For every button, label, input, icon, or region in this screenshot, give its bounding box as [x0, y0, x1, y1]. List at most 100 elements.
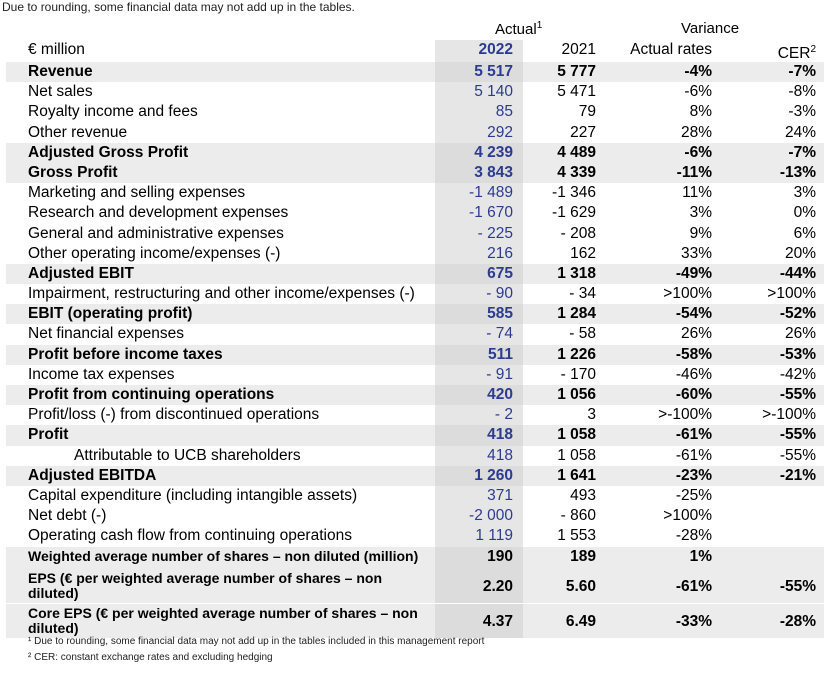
- row-variance: 1%: [689, 547, 712, 565]
- row-value-2021: -1 346: [552, 184, 596, 202]
- row-cer: -44%: [779, 264, 816, 282]
- row-variance: -46%: [675, 365, 712, 383]
- row-value-2021: 5 777: [557, 63, 596, 80]
- row-label: Core EPS (€ per weighted average number …: [28, 604, 418, 636]
- row-value-2022: 1 119: [475, 527, 513, 545]
- row-cer: 24%: [784, 123, 816, 141]
- row-variance: -6%: [684, 143, 712, 161]
- table-row-shares: Weighted average number of shares – non …: [6, 546, 824, 569]
- row-value-2022: - 91: [486, 365, 513, 383]
- table-row: Attributable to UCB shareholders 418 1 058…: [6, 445, 824, 466]
- table-body: Revenue 5 517 5 777 -4% -7% Net sales 5 140 5 4…: [6, 62, 824, 547]
- row-cer: -13%: [779, 163, 816, 181]
- row-variance: -61%: [675, 446, 712, 464]
- table-row-core-eps: Core EPS (€ per weighted average number …: [6, 603, 824, 638]
- row-value-2022: 585: [487, 305, 513, 323]
- header-column-row: € million 2022 2021 Actual rates CER2: [6, 40, 824, 62]
- row-label: Adjusted EBITDA: [28, 466, 157, 484]
- table-row: Adjusted Gross Profit 4 239 4 489 -6% -7%: [6, 142, 824, 163]
- row-cer: 20%: [784, 244, 816, 262]
- row-cer: -28%: [779, 612, 816, 630]
- row-value-2021: 1 318: [557, 264, 596, 282]
- row-label: Net financial expenses: [28, 325, 184, 343]
- row-cer: >-100%: [762, 406, 816, 424]
- row-value-2021: 162: [570, 244, 596, 262]
- table-row: Gross Profit 3 843 4 339 -11% -13%: [6, 162, 824, 184]
- row-value-2022: 418: [487, 446, 513, 464]
- row-value-2022: 1 260: [474, 466, 513, 484]
- row-value-2022: 371: [487, 486, 513, 504]
- financial-table: Actual1 Variance € million 2022 2021 Act…: [6, 18, 824, 638]
- row-label: Research and development expenses: [28, 204, 289, 222]
- table-row: Profit 418 1 058 -61% -55%: [6, 425, 824, 446]
- table-row: Marketing and selling expenses -1 489 -1 3…: [6, 183, 824, 204]
- row-label: EPS (€ per weighted average number of sh…: [28, 569, 382, 601]
- row-label: Capital expenditure (including intangibl…: [28, 486, 358, 504]
- row-variance: -23%: [675, 466, 712, 484]
- row-variance: >100%: [663, 507, 712, 525]
- unit-header: € million: [28, 41, 85, 58]
- row-variance: 9%: [689, 224, 712, 242]
- row-label: Net debt (-): [28, 507, 107, 525]
- row-label: Gross Profit: [28, 163, 118, 181]
- row-value-2021: 493: [570, 486, 596, 504]
- row-variance: >-100%: [658, 406, 712, 424]
- row-cer: -52%: [779, 305, 816, 323]
- row-variance: -28%: [675, 527, 712, 545]
- row-value-2021: 5.60: [565, 577, 596, 595]
- footnote-1: ¹ Due to rounding, some financial data m…: [28, 636, 485, 647]
- row-value-2021: -1 629: [552, 204, 596, 222]
- col-2022-header: 2022: [478, 41, 513, 58]
- row-cer: -7%: [788, 63, 816, 80]
- row-cer: 6%: [793, 224, 816, 242]
- table-row-eps: EPS (€ per weighted average number of sh…: [6, 568, 824, 603]
- row-variance: -25%: [675, 486, 712, 504]
- table-row: Revenue 5 517 5 777 -4% -7%: [6, 62, 824, 83]
- table-row: Operating cash flow from continuing oper…: [6, 526, 824, 547]
- row-variance: 3%: [689, 204, 712, 222]
- row-value-2021: - 208: [560, 224, 596, 242]
- row-value-2022: -1 489: [469, 184, 513, 202]
- table-row: Profit/loss (-) from discontinued operat…: [6, 405, 824, 426]
- row-cer: -3%: [788, 103, 816, 121]
- row-value-2022: -1 670: [469, 204, 513, 222]
- row-label: Other revenue: [28, 123, 128, 141]
- row-cer: 0%: [793, 204, 816, 222]
- row-variance: 26%: [680, 325, 712, 343]
- col-cer-header: CER2: [777, 44, 816, 63]
- variance-group-header: Variance: [681, 20, 740, 37]
- table-row: Impairment, restructuring and other inco…: [6, 284, 824, 305]
- header-group-row: Actual1 Variance: [6, 18, 824, 40]
- row-value-2022: 4 239: [474, 143, 513, 161]
- row-variance: -58%: [675, 345, 712, 363]
- row-value-2022: 292: [487, 123, 513, 141]
- col-actual-rates-header: Actual rates: [630, 41, 712, 58]
- row-cer: -7%: [788, 143, 816, 161]
- row-cer: -21%: [779, 466, 816, 484]
- table-row: Other operating income/expenses (-) 216 16…: [6, 243, 824, 264]
- table-row: Adjusted EBIT 675 1 318 -49% -44%: [6, 263, 824, 285]
- row-cer: -42%: [779, 365, 816, 383]
- row-variance: -6%: [684, 83, 712, 101]
- footnote-2: ² CER: constant exchange rates and exclu…: [28, 652, 273, 663]
- row-value-2021: 1 058: [557, 446, 596, 464]
- row-label: General and administrative expenses: [28, 224, 284, 242]
- row-value-2022: 190: [487, 547, 513, 565]
- row-value-2022: 675: [487, 264, 513, 282]
- row-value-2021: 4 339: [557, 163, 596, 181]
- row-label: Royalty income and fees: [28, 103, 198, 121]
- table-row: Net debt (-) -2 000 - 860 >100%: [6, 506, 824, 527]
- row-label: Income tax expenses: [28, 365, 175, 383]
- row-variance: -33%: [675, 612, 712, 630]
- table-row: EBIT (operating profit) 585 1 284 -54% -52%: [6, 304, 824, 325]
- row-value-2021: 5 471: [557, 83, 596, 101]
- row-label: Profit from continuing operations: [28, 386, 275, 403]
- row-label: EBIT (operating profit): [28, 305, 193, 323]
- row-cer: -8%: [788, 83, 816, 101]
- row-value-2022: - 2: [494, 406, 513, 424]
- row-variance: 8%: [689, 103, 712, 121]
- table-row: General and administrative expenses - 225…: [6, 223, 824, 244]
- row-label: Adjusted EBIT: [28, 264, 134, 282]
- row-label: Impairment, restructuring and other inco…: [28, 285, 415, 303]
- row-value-2022: -2 000: [469, 507, 513, 525]
